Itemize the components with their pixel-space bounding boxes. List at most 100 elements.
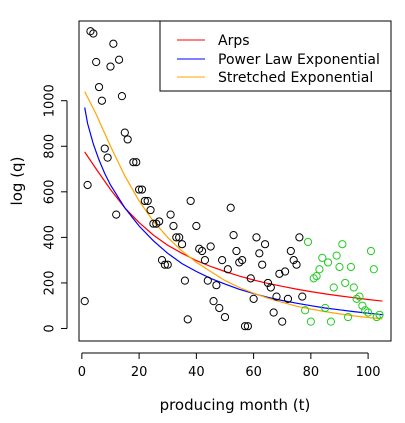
data-point: [295, 233, 304, 242]
data-point: [80, 297, 89, 306]
data-point: [275, 269, 284, 278]
data-point: [192, 221, 201, 231]
legend-label-stretched: Stretched Exponential: [218, 70, 373, 86]
data-point: [255, 249, 264, 258]
data-point: [157, 256, 167, 265]
data-point: [212, 281, 221, 290]
data-point: [235, 258, 244, 267]
data-point-holdout: [355, 292, 364, 301]
x-tick-label: 0: [78, 365, 86, 380]
data-point: [186, 196, 195, 206]
data-point-holdout: [352, 294, 361, 303]
data-point: [146, 205, 155, 215]
legend-label-power-law: Power Law Exponential: [218, 52, 380, 68]
data-point-holdout: [341, 278, 350, 288]
data-point: [114, 55, 124, 64]
x-tick-label: 40: [188, 365, 205, 380]
curve-power-law-exponential: [84, 107, 383, 316]
legend: Arps Power Law Exponential Stretched Exp…: [159, 20, 392, 92]
curve-stretched-exponential: [84, 91, 383, 320]
data-point: [229, 230, 238, 240]
data-point: [149, 219, 158, 228]
data-point: [140, 196, 149, 206]
data-point: [298, 292, 307, 301]
data-point: [226, 203, 235, 212]
data-point: [160, 260, 169, 269]
data-point: [278, 317, 287, 326]
data-point: [280, 267, 290, 276]
data-point: [155, 217, 164, 226]
data-point: [195, 244, 204, 253]
data-point: [117, 92, 127, 101]
data-point: [209, 297, 218, 306]
data-point: [258, 260, 267, 269]
x-axis-title: producing month (t): [160, 396, 311, 414]
data-point-holdout: [309, 274, 318, 283]
data-point: [206, 242, 215, 251]
data-point-holdout: [369, 265, 378, 274]
data-point: [166, 210, 175, 219]
x-tick-label: 20: [131, 365, 148, 380]
data-point: [92, 57, 101, 67]
data-point-holdout: [375, 310, 384, 319]
data-point: [272, 292, 281, 301]
data-point: [289, 256, 298, 265]
data-point: [180, 276, 190, 285]
y-tick-label: 400: [43, 225, 58, 250]
data-point: [246, 274, 255, 283]
data-point: [103, 153, 112, 162]
data-point-holdout: [361, 306, 370, 315]
data-point: [203, 276, 212, 285]
data-point: [266, 283, 275, 292]
x-tick-label: 100: [356, 365, 381, 380]
data-point: [269, 308, 278, 317]
data-point: [83, 180, 92, 190]
data-point-holdout: [335, 262, 344, 272]
y-tick-label: 200: [43, 271, 58, 296]
data-point-holdout: [338, 240, 347, 249]
data-point: [112, 210, 121, 219]
data-point: [94, 82, 104, 92]
data-point: [123, 135, 132, 144]
data-point: [286, 246, 295, 256]
data-points: [80, 27, 384, 331]
data-point: [132, 158, 141, 167]
data-point: [120, 128, 129, 137]
y-tick-label: 600: [43, 179, 58, 204]
data-point: [249, 294, 258, 303]
data-point-holdout: [372, 312, 381, 322]
data-point: [86, 27, 95, 36]
data-point-holdout: [326, 317, 335, 326]
data-point-holdout: [301, 306, 310, 315]
data-point: [292, 260, 301, 269]
data-point: [252, 233, 261, 242]
y-axis: 0 200 400 600 800 1000: [43, 84, 68, 333]
x-tick-label: 60: [245, 365, 262, 380]
data-point: [97, 96, 106, 105]
data-point-holdout: [358, 301, 367, 310]
data-point: [100, 144, 109, 153]
data-point: [215, 303, 224, 313]
data-point-holdout: [329, 283, 338, 292]
data-point: [223, 265, 232, 274]
data-point: [175, 233, 184, 242]
data-point: [163, 260, 172, 269]
data-point: [135, 185, 144, 194]
data-point: [169, 221, 178, 231]
data-point: [238, 256, 247, 265]
data-point-holdout: [349, 283, 358, 292]
data-point: [220, 312, 230, 322]
data-point-holdout: [332, 251, 341, 260]
legend-box: [159, 20, 392, 92]
data-point-holdout: [318, 253, 327, 262]
data-point-holdout: [321, 303, 330, 313]
curve-arps: [84, 151, 383, 302]
data-point: [172, 233, 181, 242]
data-point-holdout: [366, 246, 376, 256]
data-point: [218, 256, 227, 265]
y-tick-label: 0: [43, 324, 58, 332]
x-tick-label: 80: [303, 365, 320, 380]
data-point: [89, 29, 98, 38]
data-point-holdout: [303, 237, 313, 247]
